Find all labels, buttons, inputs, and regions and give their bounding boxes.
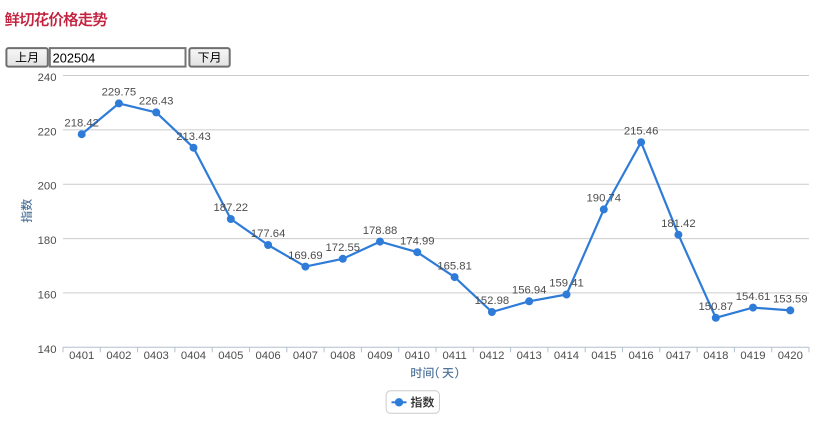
svg-text:0403: 0403	[144, 350, 169, 362]
svg-text:169.69: 169.69	[288, 250, 323, 262]
svg-text:0412: 0412	[479, 350, 504, 362]
svg-text:180: 180	[38, 235, 57, 247]
svg-text:152.98: 152.98	[475, 295, 510, 307]
svg-text:220: 220	[38, 126, 57, 138]
svg-text:226.43: 226.43	[139, 96, 174, 108]
svg-text:0402: 0402	[106, 350, 131, 362]
svg-text:150.87: 150.87	[699, 301, 734, 313]
svg-text:0417: 0417	[666, 350, 691, 362]
svg-text:0420: 0420	[778, 350, 803, 362]
svg-text:0414: 0414	[554, 350, 579, 362]
svg-text:0413: 0413	[517, 350, 542, 362]
svg-text:154.61: 154.61	[736, 291, 771, 303]
svg-text:202504: 202504	[53, 50, 96, 65]
svg-text:0416: 0416	[629, 350, 654, 362]
svg-text:0410: 0410	[405, 350, 430, 362]
svg-text:0408: 0408	[330, 350, 355, 362]
svg-text:0405: 0405	[218, 350, 243, 362]
svg-text:0401: 0401	[69, 350, 94, 362]
svg-text:0419: 0419	[740, 350, 765, 362]
svg-text:156.94: 156.94	[512, 285, 547, 297]
svg-text:153.59: 153.59	[773, 294, 808, 306]
svg-text:215.46: 215.46	[624, 125, 659, 137]
svg-text:218.42: 218.42	[64, 117, 99, 129]
svg-text:181.42: 181.42	[661, 218, 696, 230]
svg-text:200: 200	[38, 181, 57, 193]
svg-text:0411: 0411	[442, 350, 466, 362]
svg-text:177.64: 177.64	[251, 228, 286, 240]
svg-text:229.75: 229.75	[102, 87, 137, 99]
svg-text:0406: 0406	[256, 350, 281, 362]
svg-text:187.22: 187.22	[214, 202, 249, 214]
svg-text:0409: 0409	[367, 350, 392, 362]
svg-text:0415: 0415	[591, 350, 616, 362]
svg-text:159.41: 159.41	[549, 278, 584, 290]
svg-text:0407: 0407	[293, 350, 318, 362]
svg-text:213.43: 213.43	[176, 131, 211, 143]
svg-text:240: 240	[38, 72, 57, 84]
svg-text:178.88: 178.88	[363, 225, 398, 237]
svg-text:0404: 0404	[181, 350, 206, 362]
svg-text:0418: 0418	[703, 350, 728, 362]
svg-text:165.81: 165.81	[437, 260, 472, 272]
svg-text:140: 140	[38, 344, 57, 356]
svg-text:174.99: 174.99	[400, 235, 435, 247]
svg-text:160: 160	[38, 289, 57, 301]
svg-text:172.55: 172.55	[326, 242, 361, 254]
svg-text:190.74: 190.74	[587, 193, 622, 205]
